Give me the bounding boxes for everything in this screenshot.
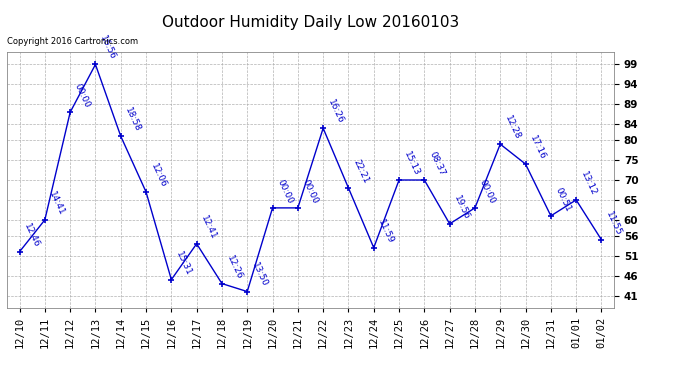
Text: 12:28: 12:28 (503, 114, 522, 141)
Text: 00:00: 00:00 (275, 178, 295, 205)
Text: 00:00: 00:00 (301, 178, 319, 205)
Text: 18:58: 18:58 (124, 106, 143, 134)
Text: 15:31: 15:31 (174, 250, 193, 277)
Text: 22:21: 22:21 (351, 158, 370, 185)
Text: 08:37: 08:37 (427, 150, 446, 177)
Text: 12:26: 12:26 (225, 254, 244, 281)
Text: 16:26: 16:26 (326, 98, 345, 125)
Text: 15:13: 15:13 (402, 150, 421, 177)
Text: 12:46: 12:46 (22, 222, 41, 249)
Text: 13:50: 13:50 (250, 261, 269, 289)
Text: 12:06: 12:06 (149, 162, 168, 189)
Text: Outdoor Humidity Daily Low 20160103: Outdoor Humidity Daily Low 20160103 (162, 15, 459, 30)
Text: 17:16: 17:16 (529, 134, 547, 161)
Text: Humidity  (%): Humidity (%) (572, 35, 653, 45)
Text: 14:41: 14:41 (48, 190, 67, 217)
Text: 00:00: 00:00 (73, 82, 92, 110)
Text: Copyright 2016 Cartronics.com: Copyright 2016 Cartronics.com (7, 38, 138, 46)
Text: 00:51: 00:51 (553, 186, 573, 213)
Text: 12:41: 12:41 (199, 214, 219, 241)
Text: 13:12: 13:12 (579, 170, 598, 197)
Text: 00:00: 00:00 (477, 178, 497, 205)
Text: 11:55: 11:55 (604, 210, 623, 237)
Text: 11:59: 11:59 (377, 218, 395, 245)
Text: 16:56: 16:56 (98, 34, 117, 62)
Text: 19:56: 19:56 (453, 194, 471, 221)
